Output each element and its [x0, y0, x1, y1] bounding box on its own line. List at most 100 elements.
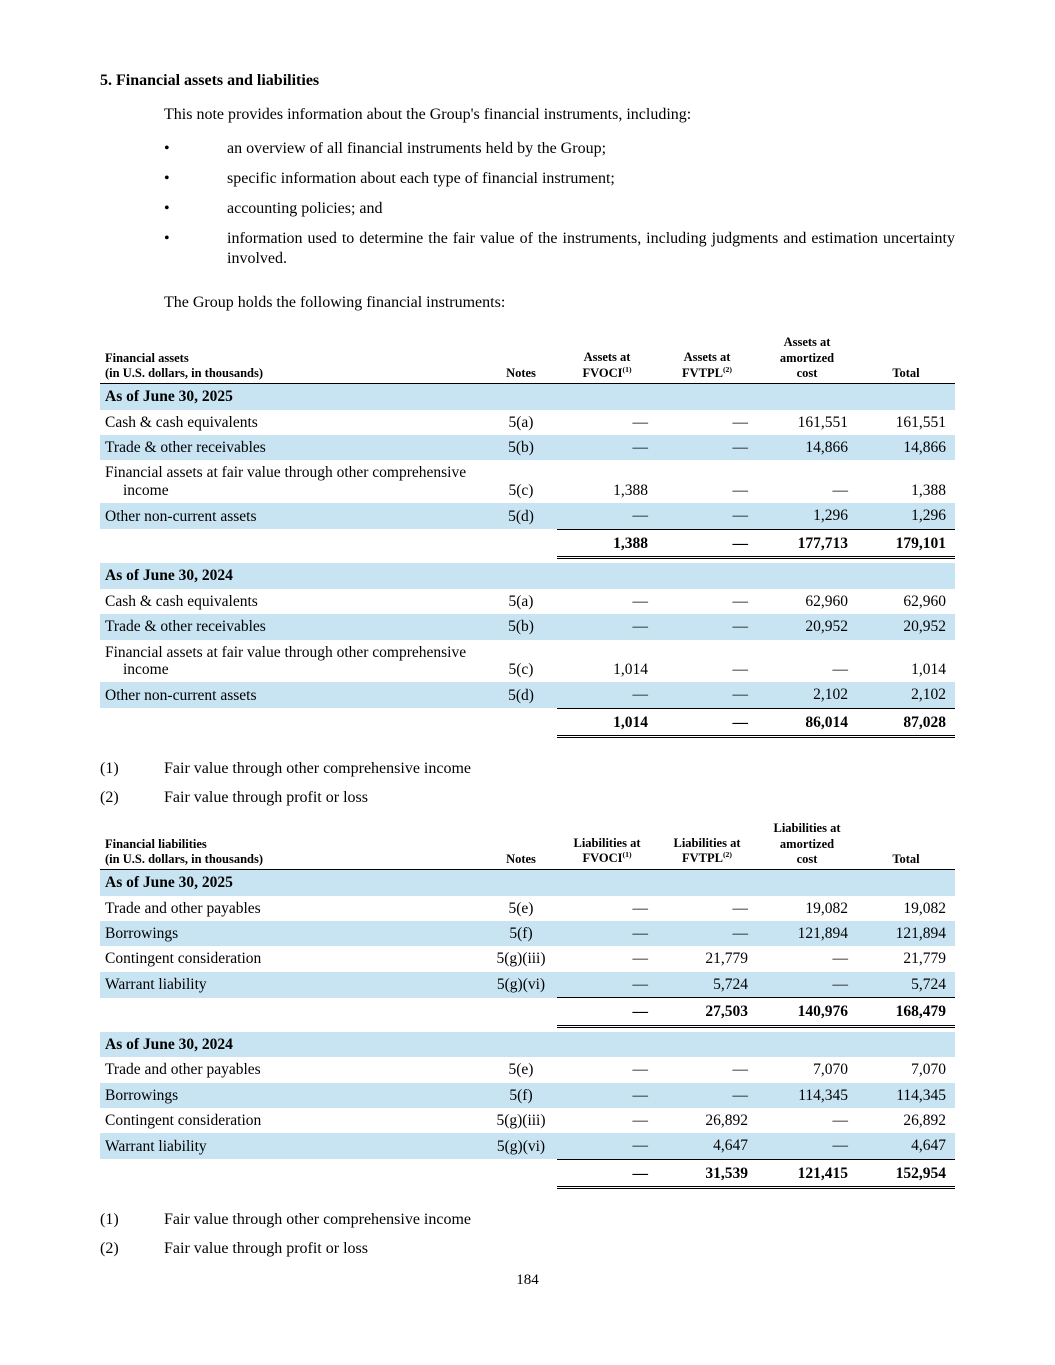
cell-fvtpl: 5,724 [657, 971, 757, 998]
cell-fvoci: — [632, 1061, 649, 1079]
notes-column-header: Notes [485, 333, 557, 385]
cell-amortized: 62,960 [805, 592, 848, 610]
row-label: Trade and other payables [105, 1061, 261, 1079]
row-note: 5(b) [485, 614, 557, 640]
row-label: Other non-current assets [100, 503, 485, 530]
financial-assets-table: Financial assets (in U.S. dollars, in th… [100, 333, 955, 738]
row-label: Warrant liability [100, 1133, 485, 1160]
row-label: Trade & other receivables [100, 435, 485, 461]
cell-fvtpl: — [657, 435, 757, 461]
lead-in-paragraph: The Group holds the following financial … [164, 294, 506, 311]
total-label [100, 998, 485, 1026]
cell-fvtpl: 21,779 [705, 950, 748, 968]
cell-fvtpl: — [657, 614, 757, 640]
row-note: 5(d) [485, 503, 557, 530]
row-note: 5(c) [508, 481, 534, 499]
total-label [100, 1159, 485, 1187]
total-note [485, 1159, 557, 1187]
column-header-fvoci: Liabilities at FVOCI(1) [557, 818, 657, 871]
cell-amortized: 20,952 [757, 614, 857, 640]
footnote-text: Fair value through other comprehensive i… [164, 1211, 472, 1229]
table-row: Warrant liability 5(g)(vi) — 5,724 — 5,7… [100, 971, 955, 998]
footnote-ref: (2) [722, 364, 733, 374]
bullet-list: • an overview of all financial instrumen… [164, 139, 955, 269]
table-row: Other non-current assets 5(d) — — 2,102 … [100, 682, 955, 709]
section-date-header: As of June 30, 2024 [100, 563, 955, 589]
assets-table-title: Financial assets (in U.S. dollars, in th… [100, 333, 485, 385]
table-row: Trade & other receivables 5(b) — — 14,86… [100, 435, 955, 461]
section-band: As of June 30, 2024 [100, 563, 955, 589]
bullet-marker: • [164, 140, 170, 157]
cell-fvoci: — [632, 950, 649, 968]
cell-fvoci: — [557, 971, 657, 998]
liabilities-header-row: Financial liabilities (in U.S. dollars, … [100, 818, 955, 871]
cell-total: 21,779 [903, 950, 946, 968]
cell-fvoci: — [632, 899, 649, 917]
column-header-total: Total [857, 818, 955, 871]
bullet-text: information used to determine the fair v… [227, 230, 955, 267]
cell-amortized: 14,866 [757, 435, 857, 461]
row-note: 5(g)(iii) [496, 1112, 546, 1130]
total-total: 168,479 [857, 997, 955, 1028]
row-label: Contingent consideration [105, 950, 262, 968]
row-label: Warrant liability [100, 971, 485, 998]
bullet-text: specific information about each type of … [227, 170, 615, 187]
page-number: 184 [516, 1272, 539, 1289]
total-amortized: 86,014 [757, 707, 857, 738]
cell-fvtpl: — [732, 481, 749, 499]
cell-fvtpl: — [657, 682, 757, 709]
table-row: Warrant liability 5(g)(vi) — 4,647 — 4,6… [100, 1133, 955, 1160]
row-note: 5(a) [508, 592, 534, 610]
row-label: Cash & cash equivalents [105, 592, 258, 610]
footnote-item: (1) Fair value through other comprehensi… [100, 1211, 955, 1229]
footnote-marker: (2) [100, 788, 119, 806]
row-note: 5(b) [485, 435, 557, 461]
column-header-amortized-cost: Liabilities at amortized cost [757, 818, 857, 871]
total-fvtpl: 31,539 [657, 1158, 757, 1190]
total-fvoci: — [557, 1158, 657, 1190]
table-row: Cash & cash equivalents 5(a) — — 62,960 … [100, 589, 955, 614]
cell-total: 161,551 [895, 413, 946, 431]
cell-total: 1,296 [857, 503, 955, 530]
cell-amortized: — [832, 660, 849, 678]
cell-fvtpl: — [732, 592, 749, 610]
total-total: 152,954 [857, 1158, 955, 1190]
total-note [485, 998, 557, 1026]
total-fvoci: — [557, 997, 657, 1028]
table-title-line2: (in U.S. dollars, in thousands) [105, 851, 264, 866]
bullet-text: an overview of all financial instruments… [227, 140, 607, 157]
cell-fvoci: — [557, 503, 657, 530]
row-label: Cash & cash equivalents [105, 413, 258, 431]
row-note: 5(f) [485, 1082, 557, 1109]
row-label: Borrowings [100, 1082, 485, 1109]
bullet-item: • accounting policies; and [164, 199, 955, 219]
cell-total: 121,894 [857, 921, 955, 947]
footnote-ref: (2) [722, 850, 733, 860]
cell-amortized: 161,551 [797, 413, 848, 431]
cell-total: 7,070 [911, 1061, 946, 1079]
footnote-item: (1) Fair value through other comprehensi… [100, 760, 955, 778]
column-header-fvoci: Assets at FVOCI(1) [557, 333, 657, 385]
row-label: Trade & other receivables [100, 614, 485, 640]
total-amortized: 177,713 [757, 528, 857, 559]
cell-fvoci: — [632, 592, 649, 610]
row-label: Trade and other payables [105, 899, 261, 917]
total-fvoci: 1,388 [557, 528, 657, 559]
assets-header-row: Financial assets (in U.S. dollars, in th… [100, 333, 955, 385]
table-footnotes: (1) Fair value through other comprehensi… [100, 1211, 955, 1258]
footnote-text: Fair value through profit or loss [164, 1240, 368, 1258]
cell-total: 20,952 [857, 614, 955, 640]
table-row: Financial assets at fair value through o… [100, 640, 955, 683]
total-note [485, 529, 557, 557]
cell-total: 1,014 [911, 660, 946, 678]
cell-fvtpl: — [657, 1082, 757, 1109]
cell-amortized: 2,102 [757, 682, 857, 709]
footnote-item: (2) Fair value through profit or loss [100, 1240, 955, 1258]
row-note: 5(f) [485, 921, 557, 947]
table-title-line1: Financial assets [105, 350, 189, 365]
row-label: Financial assets at fair value through o… [105, 643, 467, 678]
row-note: 5(g)(vi) [485, 971, 557, 998]
column-header-fvtpl: Liabilities at FVTPL(2) [657, 818, 757, 871]
table-title-line1: Financial liabilities [105, 836, 207, 851]
row-note: 5(c) [508, 660, 534, 678]
